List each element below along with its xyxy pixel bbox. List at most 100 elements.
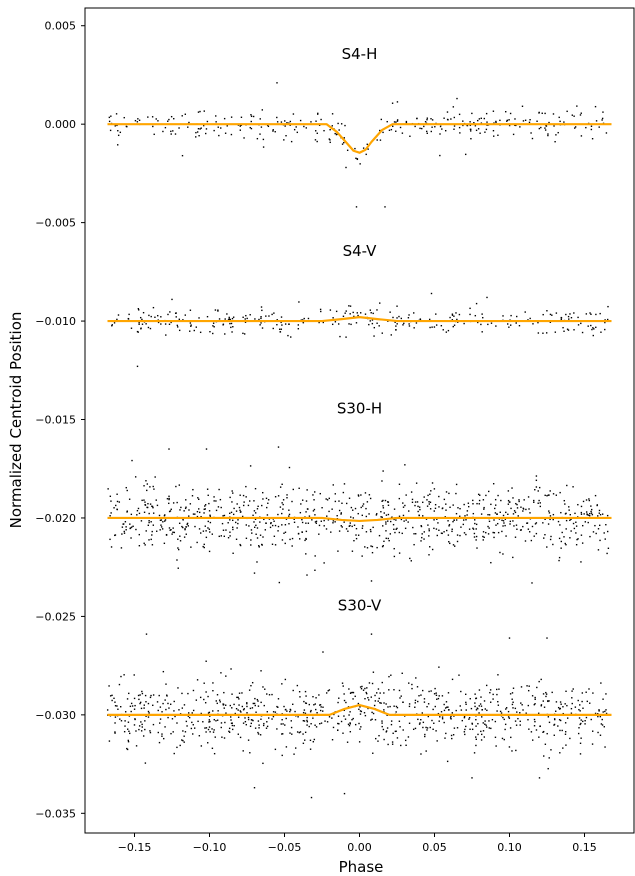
data-point — [537, 502, 539, 504]
data-point — [304, 539, 306, 542]
data-point — [159, 722, 161, 724]
data-point — [585, 499, 588, 501]
data-point — [138, 533, 140, 536]
data-point — [598, 126, 600, 128]
data-point — [555, 701, 558, 703]
data-point — [154, 476, 156, 478]
data-point — [219, 701, 221, 703]
data-point — [116, 318, 118, 321]
data-point — [253, 500, 255, 502]
data-point — [565, 519, 568, 522]
data-point — [116, 508, 119, 511]
data-point — [361, 555, 363, 557]
data-point — [121, 526, 124, 528]
data-point — [588, 515, 591, 517]
data-point — [487, 533, 490, 535]
data-point — [155, 118, 157, 120]
data-point — [371, 319, 374, 321]
data-point — [283, 705, 285, 708]
data-point — [117, 144, 119, 146]
data-point — [148, 539, 150, 541]
data-point — [191, 721, 193, 724]
data-point — [344, 718, 347, 720]
data-point — [420, 525, 422, 527]
data-point — [266, 506, 268, 509]
data-point — [398, 689, 401, 692]
data-point — [314, 491, 316, 493]
data-point — [569, 519, 571, 522]
data-point — [281, 512, 283, 515]
data-point — [425, 750, 427, 752]
data-point — [224, 318, 226, 320]
data-point — [475, 697, 477, 700]
data-point — [368, 323, 370, 326]
data-point — [429, 493, 431, 495]
data-point — [536, 120, 538, 122]
data-point — [158, 741, 161, 744]
data-point — [407, 736, 410, 738]
data-point — [148, 521, 150, 524]
data-point — [372, 312, 374, 315]
data-point — [565, 528, 567, 530]
data-point — [134, 119, 137, 122]
data-point — [158, 514, 161, 517]
data-point — [270, 522, 272, 525]
data-point — [582, 500, 585, 503]
data-point — [566, 110, 568, 113]
data-point — [299, 731, 302, 733]
data-point — [111, 694, 113, 697]
data-point — [382, 499, 384, 502]
data-point — [133, 724, 136, 726]
data-point — [147, 116, 149, 118]
data-point — [376, 322, 378, 324]
data-point — [174, 133, 177, 135]
data-point — [148, 519, 150, 522]
data-point — [538, 680, 540, 683]
data-point — [178, 329, 181, 332]
data-point — [310, 796, 313, 799]
data-point — [558, 719, 561, 721]
data-point — [364, 313, 367, 315]
data-point — [579, 710, 581, 712]
data-point — [315, 520, 318, 523]
data-point — [558, 556, 561, 559]
data-point — [426, 499, 428, 501]
data-point — [505, 111, 507, 113]
data-point — [569, 513, 571, 516]
data-point — [218, 134, 220, 137]
data-point — [173, 531, 176, 534]
data-point — [141, 499, 143, 502]
data-point — [497, 704, 500, 706]
data-point — [393, 555, 396, 558]
data-point — [512, 497, 514, 499]
data-point — [514, 124, 516, 127]
data-point — [378, 734, 380, 737]
data-point — [475, 129, 478, 132]
data-point — [505, 707, 508, 709]
data-point — [204, 508, 206, 510]
data-point — [256, 537, 259, 539]
data-point — [535, 486, 538, 488]
data-point — [398, 720, 401, 722]
data-point — [305, 538, 307, 540]
data-point — [462, 124, 464, 127]
data-point — [313, 499, 315, 501]
data-point — [601, 117, 604, 120]
data-point — [258, 318, 260, 321]
data-point — [478, 499, 481, 502]
data-point — [524, 119, 527, 121]
data-point — [508, 501, 511, 503]
data-point — [488, 520, 491, 523]
data-point — [354, 507, 357, 510]
data-point — [274, 131, 276, 133]
data-point — [571, 114, 574, 116]
data-point — [109, 129, 112, 132]
data-point — [378, 325, 380, 327]
data-point — [150, 521, 152, 523]
data-point — [162, 702, 164, 705]
data-point — [146, 489, 148, 492]
data-point — [381, 722, 383, 724]
data-point — [281, 719, 283, 721]
data-point — [582, 707, 584, 709]
data-point — [326, 499, 329, 501]
